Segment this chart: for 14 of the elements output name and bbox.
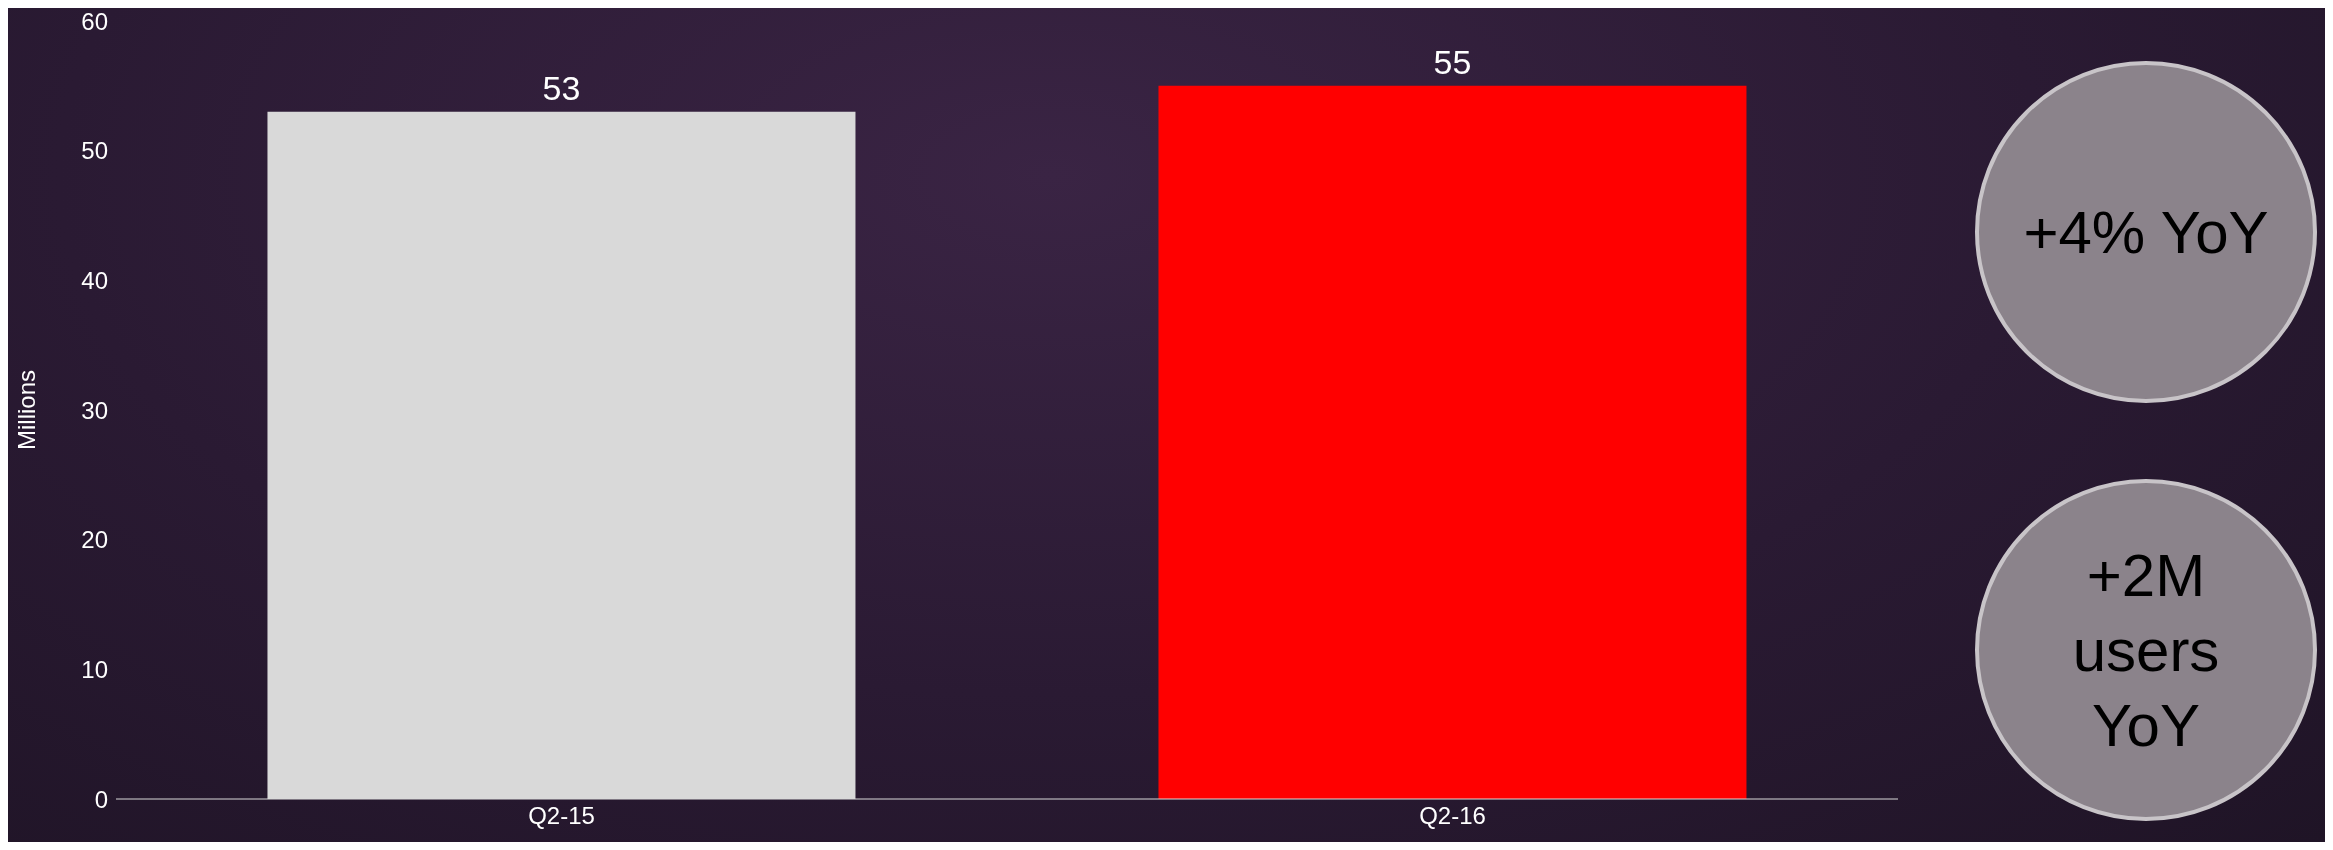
y-tick-label: 40: [81, 266, 108, 294]
circle-badge: +2M users YoY: [1975, 479, 2317, 821]
y-tick-label: 50: [81, 137, 108, 165]
y-tick-label: 60: [81, 7, 108, 35]
x-tick-label: Q2-16: [1419, 802, 1486, 830]
y-tick-label: 0: [94, 785, 108, 813]
y-tick-label: 10: [81, 655, 108, 683]
x-tick-label: Q2-15: [528, 802, 595, 830]
y-tick-label: 20: [81, 526, 108, 554]
data-label: 53: [542, 68, 581, 107]
data-label: 55: [1433, 42, 1472, 81]
y-tick-label: 30: [81, 396, 108, 424]
y-axis-title: Millions: [12, 369, 40, 451]
circle-badge: +4% YoY: [1975, 61, 2317, 403]
